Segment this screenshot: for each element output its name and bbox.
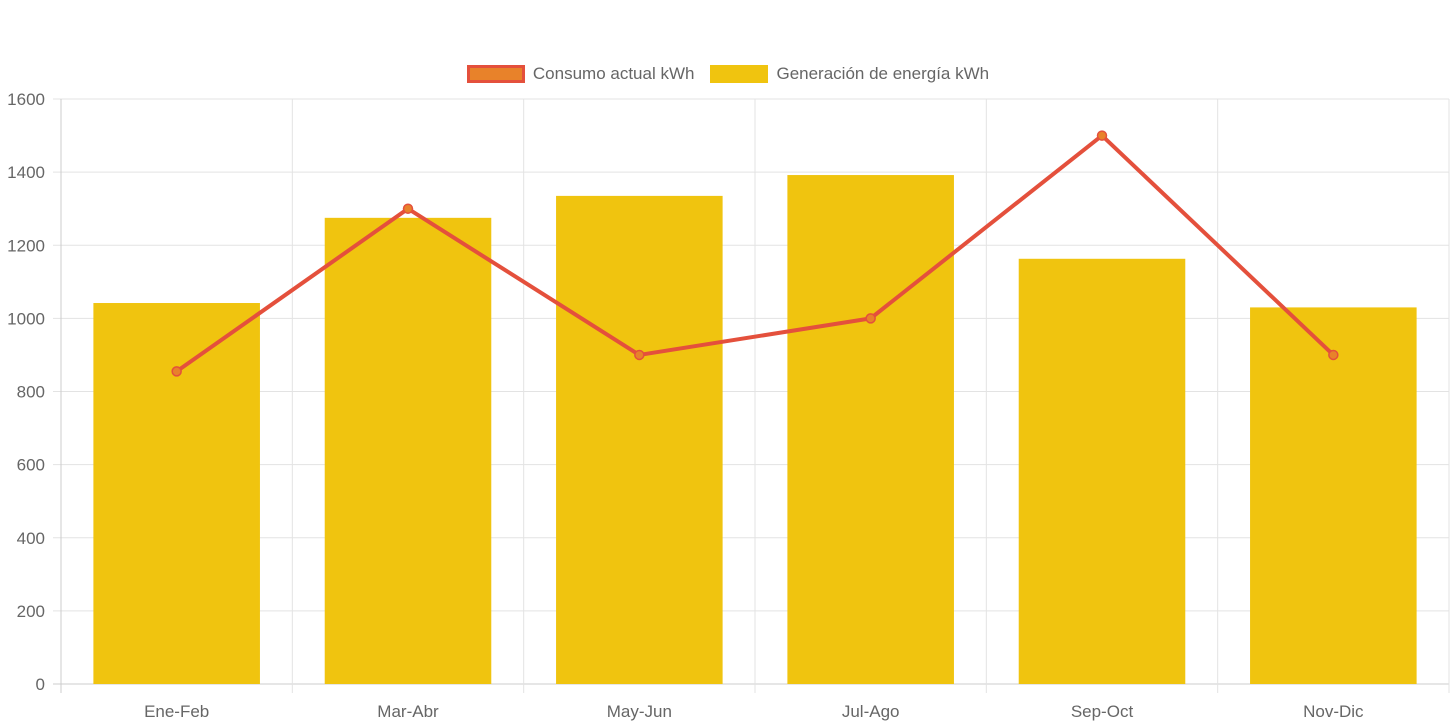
bar-Mar-Abr xyxy=(324,217,492,684)
x-tick-label-Ene-Feb: Ene-Feb xyxy=(144,702,209,721)
consumo-line xyxy=(175,133,1335,374)
bar-Ene-Feb xyxy=(93,303,260,684)
legend-label-generacion: Generación de energía kWh xyxy=(776,64,990,83)
x-tick-label-Sep-Oct: Sep-Oct xyxy=(1071,702,1134,721)
y-tick-label-1000: 1000 xyxy=(7,309,45,328)
x-tick-label-May-Jun: May-Jun xyxy=(607,702,672,721)
y-tick-label-400: 400 xyxy=(17,529,45,548)
legend-label-consumo: Consumo actual kWh xyxy=(532,64,695,83)
consumo-point-Ene-Feb xyxy=(171,366,182,377)
x-tick-label-Jul-Ago: Jul-Ago xyxy=(842,702,900,721)
consumo-point-Nov-Dic xyxy=(1328,349,1339,361)
legend-swatch-consumo xyxy=(466,65,525,83)
legend-item-consumo[interactable]: Consumo actual kWh xyxy=(466,64,695,84)
bar-May-Jun xyxy=(556,195,723,684)
x-tick-label-Nov-Dic: Nov-Dic xyxy=(1303,702,1364,721)
y-tick-label-1200: 1200 xyxy=(7,236,45,255)
consumo-point-Mar-Abr xyxy=(402,203,414,214)
consumo-point-Jul-Ago xyxy=(865,313,876,324)
bar-Sep-Oct xyxy=(1018,258,1186,684)
y-tick-label-200: 200 xyxy=(17,602,45,621)
legend-item-generacion[interactable]: Generación de energía kWh xyxy=(710,64,989,84)
bar-Jul-Ago xyxy=(787,175,954,685)
x-tick-label-Mar-Abr: Mar-Abr xyxy=(377,702,439,721)
legend-swatch-generacion xyxy=(710,65,769,83)
consumo-point-Sep-Oct xyxy=(1096,130,1108,141)
chart-legend: Consumo actual kWh Generación de energía… xyxy=(0,64,1456,84)
y-tick-label-600: 600 xyxy=(17,456,45,475)
y-tick-label-1400: 1400 xyxy=(7,163,45,182)
y-tick-label-1600: 1600 xyxy=(7,90,45,109)
consumo-point-May-Jun xyxy=(634,349,645,361)
bar-Nov-Dic xyxy=(1250,307,1417,684)
y-tick-label-0: 0 xyxy=(36,675,45,694)
y-tick-label-800: 800 xyxy=(17,383,45,402)
